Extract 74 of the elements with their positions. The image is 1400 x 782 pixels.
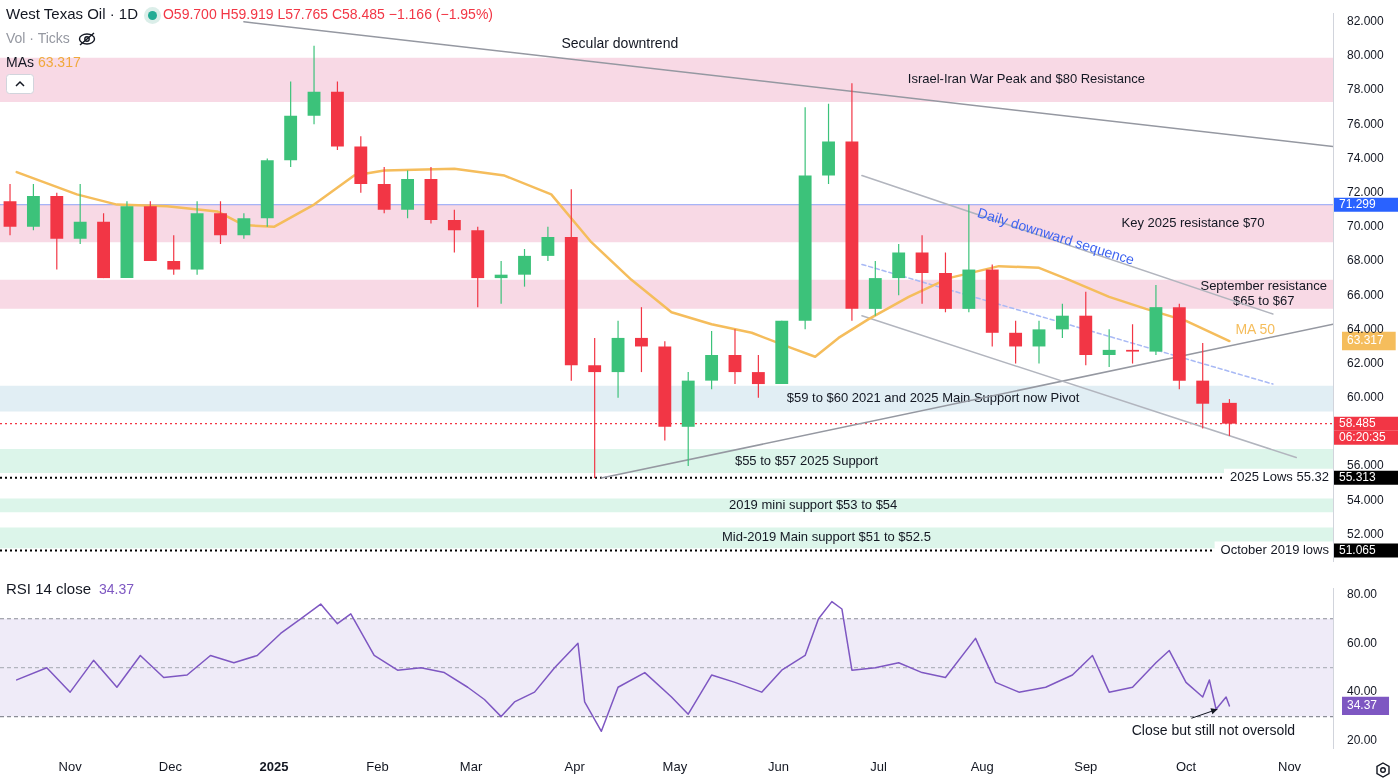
y-tick-label: 54.000 bbox=[1347, 492, 1385, 507]
chart-subtitle: O59.700 H59.919 L57.765 C58.485 −1.166 (−1.95%) bbox=[162, 6, 494, 22]
candlestick bbox=[518, 248, 531, 288]
annotation: October 2019 lows bbox=[1220, 542, 1330, 558]
band-label: Israel-Iran War Peak and $80 Resistance bbox=[907, 71, 1146, 87]
y-tick-label: 63.317 bbox=[1347, 333, 1385, 348]
band-label: Mid-2019 Main support $51 to $52.5 bbox=[722, 529, 931, 545]
y-tick-label: 64.000 bbox=[1347, 321, 1385, 336]
y-tick-label: 82.000 bbox=[1347, 14, 1385, 29]
candlestick bbox=[214, 200, 227, 245]
x-tick-label: Mar bbox=[459, 758, 483, 774]
y-tick-label: 80.000 bbox=[1347, 48, 1385, 63]
y-tick-label: 56.000 bbox=[1347, 458, 1385, 473]
y-tick-label: 52.000 bbox=[1347, 526, 1385, 541]
band-label: $59 to $60 2021 and 2025 Main Support now Pivot bbox=[786, 390, 1080, 406]
annotation: MAs 63.317 bbox=[6, 54, 81, 70]
x-tick-label: Oct bbox=[1175, 758, 1197, 774]
y-tick-label: 20.00 bbox=[1347, 733, 1378, 748]
annotation: Vol · Ticks bbox=[6, 30, 70, 46]
candlestick bbox=[167, 234, 181, 276]
y-tick-label: 80.00 bbox=[1347, 586, 1378, 601]
candlestick bbox=[447, 209, 461, 254]
x-tick-label: Aug bbox=[970, 758, 994, 774]
band-label: Key 2025 resistance $70 bbox=[1121, 214, 1265, 230]
band-label: 2019 mini support $53 to $54 bbox=[728, 496, 898, 512]
annotation: Close but still not oversold bbox=[1131, 722, 1296, 739]
x-tick-label: Nov bbox=[1278, 758, 1302, 774]
y-tick-label: 70.000 bbox=[1347, 219, 1385, 234]
ref-line-label: 58.485 bbox=[1339, 415, 1377, 430]
text: 06:20:35 bbox=[1339, 429, 1387, 444]
annotation: Secular downtrend bbox=[561, 35, 679, 52]
band-label: $55 to $57 2025 Support bbox=[734, 452, 879, 468]
candlestick bbox=[1032, 320, 1046, 365]
x-tick-label: Sep bbox=[1074, 758, 1098, 774]
series-label: MA 50 bbox=[1235, 320, 1276, 337]
x-tick-label: Dec bbox=[158, 758, 183, 774]
y-tick-label: 62.000 bbox=[1347, 355, 1385, 370]
y-tick-label: 66.000 bbox=[1347, 287, 1385, 302]
chart-title: West Texas Oil · 1D bbox=[6, 5, 138, 22]
candlestick bbox=[73, 183, 87, 245]
candlestick bbox=[751, 354, 765, 399]
y-tick-label: 74.000 bbox=[1347, 150, 1385, 165]
annotation: 2025 Lows 55.32 bbox=[1229, 469, 1329, 485]
candlestick bbox=[1102, 328, 1116, 368]
x-tick-label: Nov bbox=[58, 758, 83, 774]
band-label: September resistance $65 to $67 bbox=[1200, 278, 1327, 309]
candlestick bbox=[1126, 323, 1139, 365]
x-tick-label: Feb bbox=[366, 758, 389, 774]
y-tick-label: 40.00 bbox=[1347, 684, 1378, 699]
ref-line-label: 55.313 bbox=[1339, 470, 1377, 485]
candlestick bbox=[1055, 303, 1069, 339]
x-tick-label: Jun bbox=[767, 758, 789, 774]
x-tick-label: Apr bbox=[564, 758, 586, 774]
candlestick bbox=[307, 45, 321, 125]
y-tick-label: 76.000 bbox=[1347, 116, 1385, 131]
y-tick-label: 72.000 bbox=[1347, 184, 1385, 199]
ref-line-label: 71.299 bbox=[1339, 196, 1377, 211]
x-tick-label: May bbox=[662, 758, 688, 774]
annotation: 34.37 bbox=[99, 581, 135, 597]
chart-title: RSI 14 close bbox=[6, 580, 92, 597]
candlestick bbox=[915, 234, 929, 305]
y-tick-label: 34.37 bbox=[1347, 698, 1378, 713]
x-tick-label: 2025 bbox=[259, 758, 289, 774]
candlestick bbox=[1009, 320, 1023, 365]
y-tick-label: 60.00 bbox=[1347, 635, 1378, 650]
candlestick bbox=[635, 306, 648, 373]
x-tick-label: Jul bbox=[870, 758, 888, 774]
candlestick bbox=[728, 328, 742, 385]
candlestick bbox=[237, 212, 251, 240]
ref-line-label: 51.065 bbox=[1339, 542, 1377, 557]
y-tick-label: 60.000 bbox=[1347, 390, 1385, 405]
y-tick-label: 78.000 bbox=[1347, 82, 1385, 97]
y-tick-label: 68.000 bbox=[1347, 253, 1385, 268]
candlestick bbox=[541, 226, 555, 262]
